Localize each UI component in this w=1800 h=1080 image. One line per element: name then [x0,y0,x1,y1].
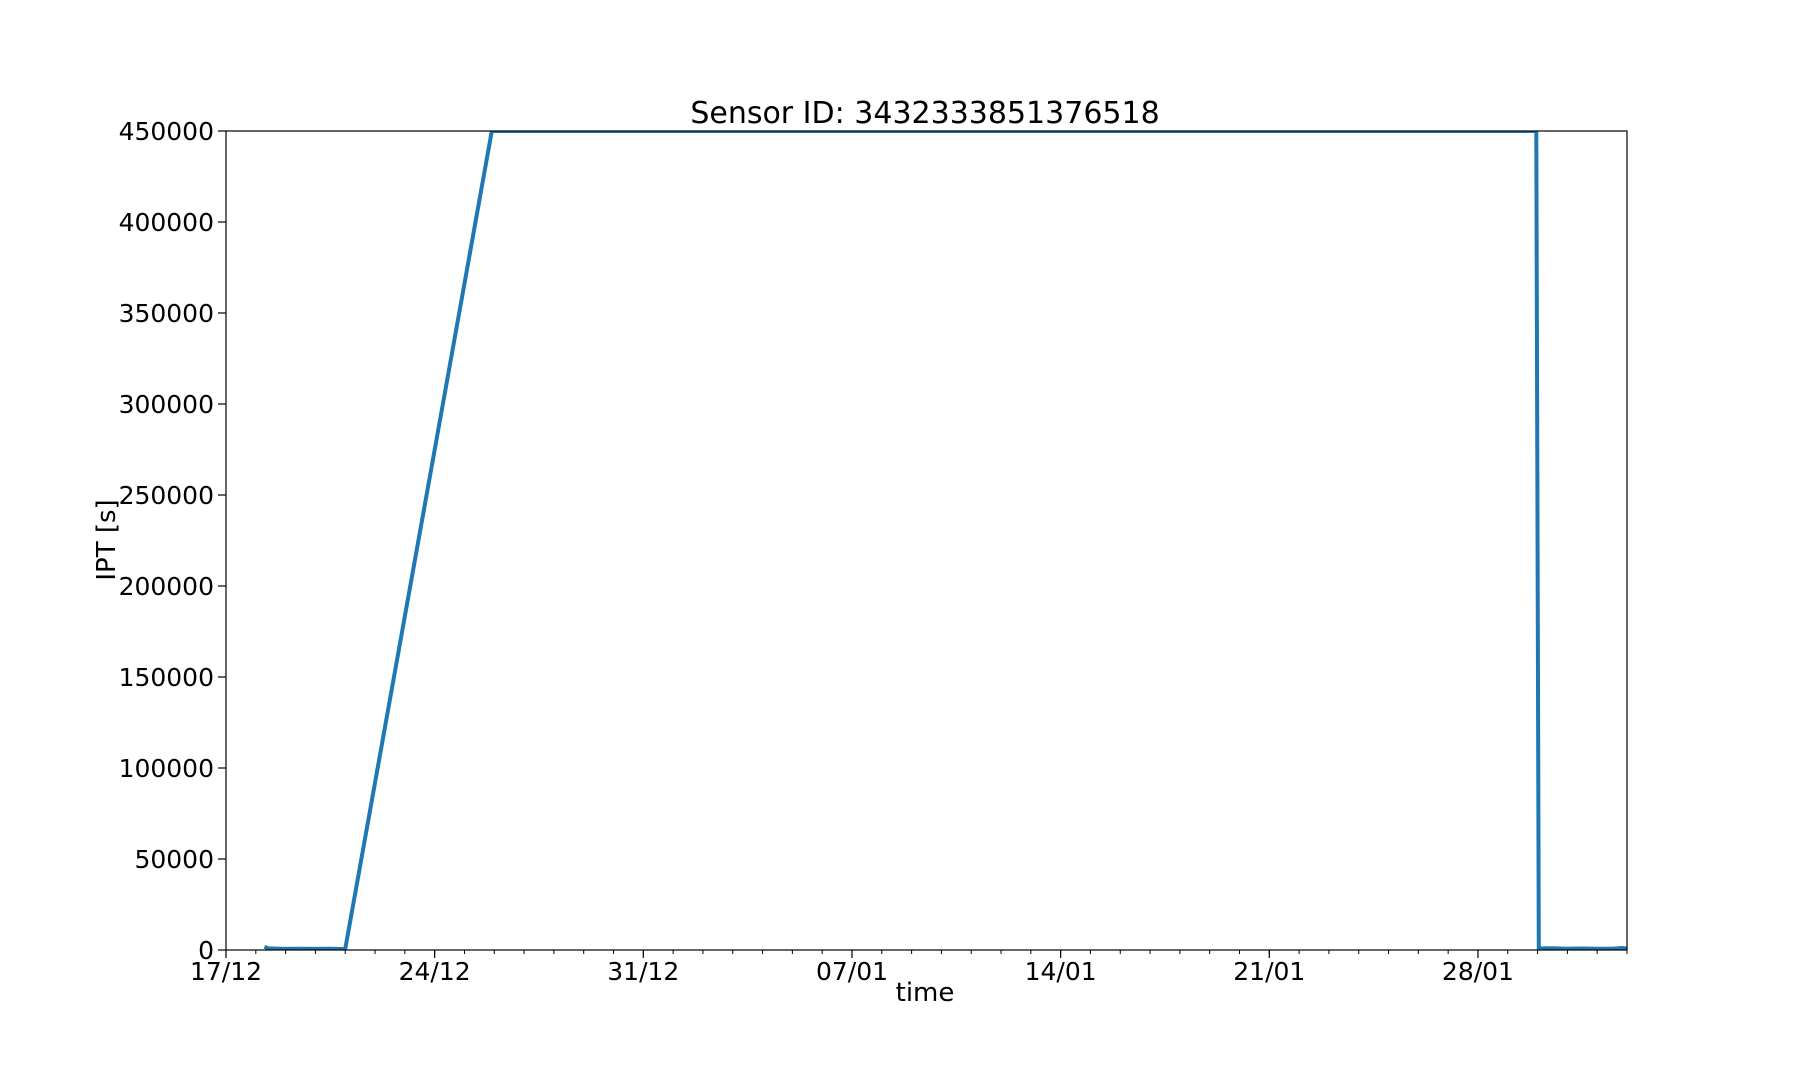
x-tick-label: 14/01 [1025,957,1097,986]
y-axis-label: IPT [s] [92,499,122,580]
y-tick-label: 50000 [134,845,214,874]
series-line-0 [263,131,1627,950]
x-tick-label: 21/01 [1233,957,1305,986]
x-tick-label: 24/12 [399,957,471,986]
x-tick-label: 07/01 [816,957,888,986]
axes-frame [225,130,1628,951]
plot-area: 17/12 24/12 31/12 07/01 14/01 21/01 28/01 0 5000… [119,117,1628,986]
y-tick-label: 250000 [119,481,214,510]
y-tick-label: 350000 [119,299,214,328]
chart-title: Sensor ID: 3432333851376518 [690,96,1159,131]
y-tick-label: 450000 [119,117,214,146]
y-tick-label: 300000 [119,390,214,419]
y-tick-label: 200000 [119,572,214,601]
x-axis-label: time [896,978,955,1008]
x-tick-label: 28/01 [1442,957,1514,986]
y-tick-label: 150000 [119,663,214,692]
x-tick-label: 17/12 [190,957,262,986]
x-tick-label: 31/12 [607,957,679,986]
y-tick-label: 400000 [119,208,214,237]
y-tick-label: 0 [198,936,214,965]
y-tick-label: 100000 [119,754,214,783]
